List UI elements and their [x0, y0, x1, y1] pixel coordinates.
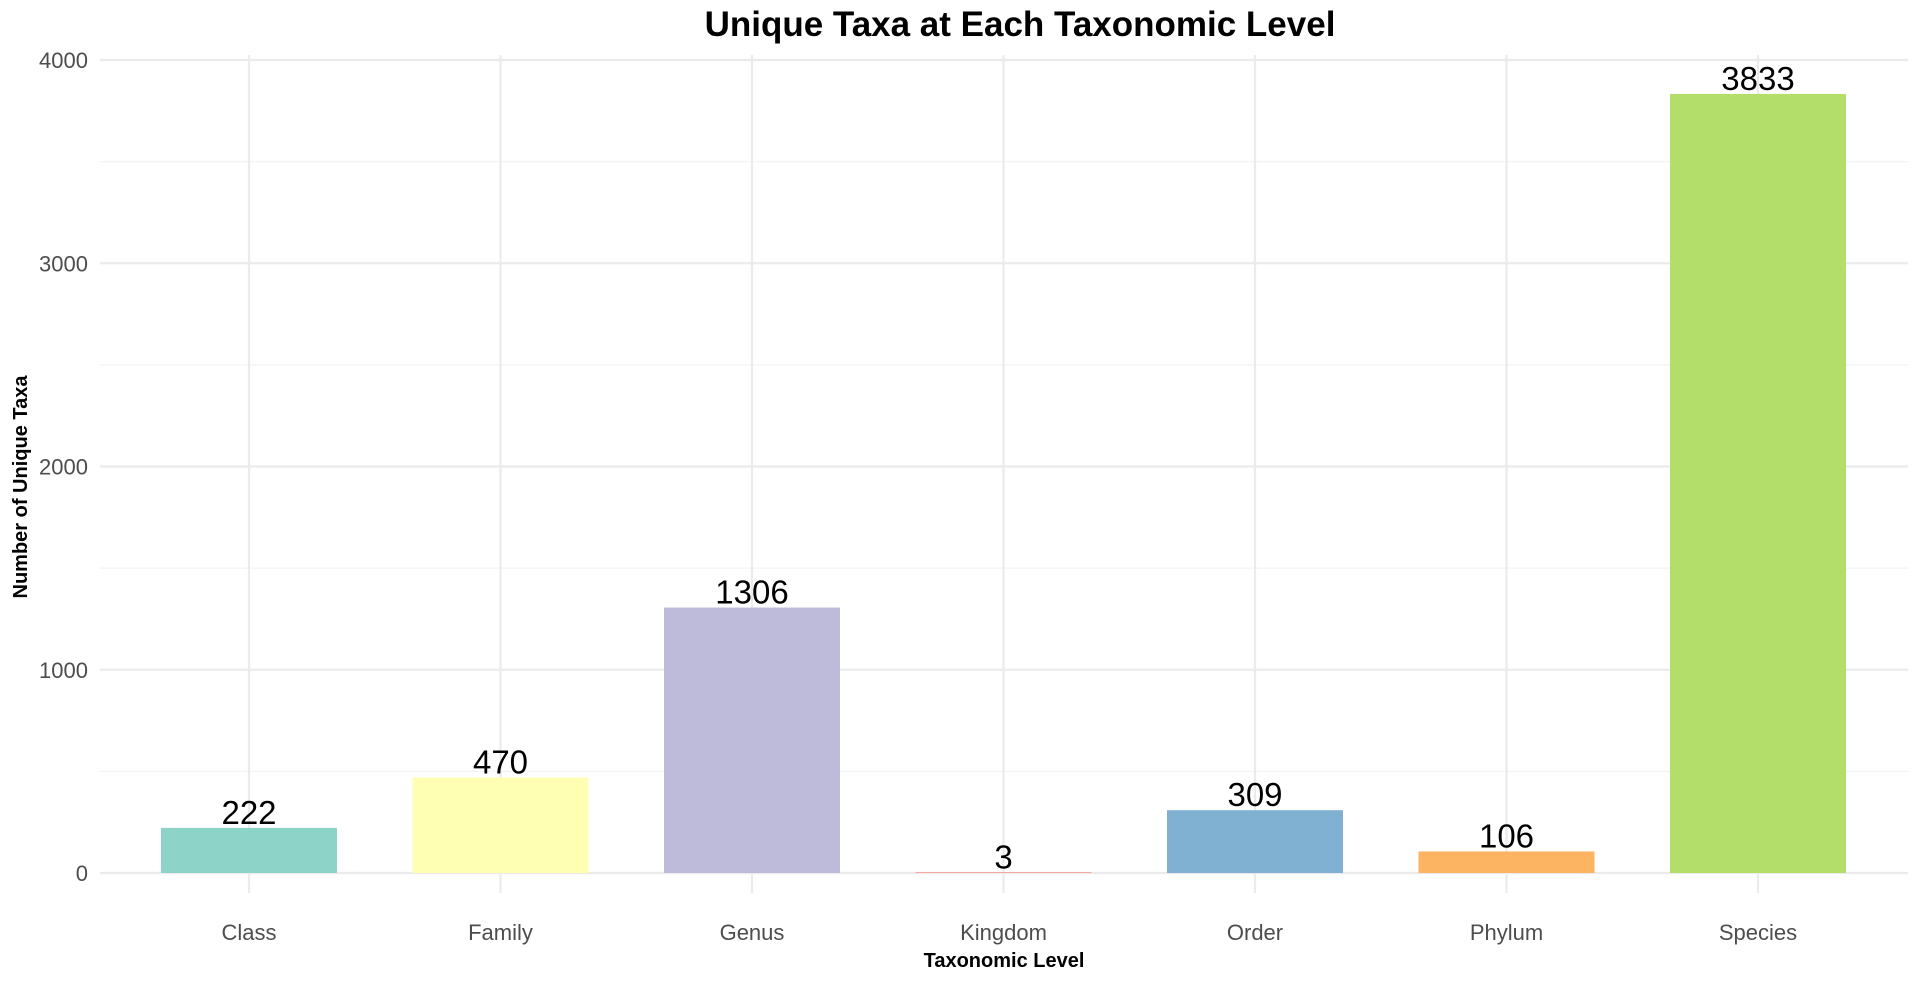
x-tick-label: Species [1719, 920, 1797, 945]
y-tick-label: 0 [76, 861, 88, 886]
x-tick-label: Order [1227, 920, 1283, 945]
data-labels: 222 470 1306 3 309 106 3833 [221, 60, 1794, 875]
data-label: 222 [221, 794, 276, 831]
data-label: 3833 [1721, 60, 1794, 97]
bar-phylum [1418, 851, 1595, 873]
y-axis-ticks: 0 1000 2000 3000 4000 [39, 48, 88, 886]
chart-title: Unique Taxa at Each Taxonomic Level [705, 5, 1336, 44]
grid-lines [100, 55, 1908, 893]
x-tick-label: Family [468, 920, 533, 945]
data-label: 106 [1479, 817, 1534, 854]
x-tick-label: Class [221, 920, 276, 945]
bars [161, 93, 1846, 873]
x-tick-label: Genus [720, 920, 785, 945]
x-tick-label: Kingdom [960, 920, 1047, 945]
bar-species [1670, 93, 1846, 873]
bar-order [1167, 810, 1343, 873]
x-axis-ticks: Class Family Genus Kingdom Order Phylum Specie… [221, 920, 1797, 945]
y-axis-title: Number of Unique Taxa [10, 375, 32, 599]
data-label: 470 [473, 743, 528, 780]
y-tick-label: 1000 [39, 658, 88, 683]
bar-genus [664, 607, 840, 873]
x-tick-label: Phylum [1470, 920, 1543, 945]
data-label: 309 [1227, 776, 1282, 813]
bar-kingdom [915, 872, 1092, 873]
x-axis-title: Taxonomic Level [924, 950, 1085, 972]
y-tick-label: 4000 [39, 48, 88, 73]
y-tick-label: 2000 [39, 455, 88, 480]
bar-family [412, 777, 589, 873]
data-label: 3 [994, 838, 1012, 875]
data-label: 1306 [715, 574, 788, 611]
bar-class [161, 827, 337, 873]
y-tick-label: 3000 [39, 251, 88, 276]
